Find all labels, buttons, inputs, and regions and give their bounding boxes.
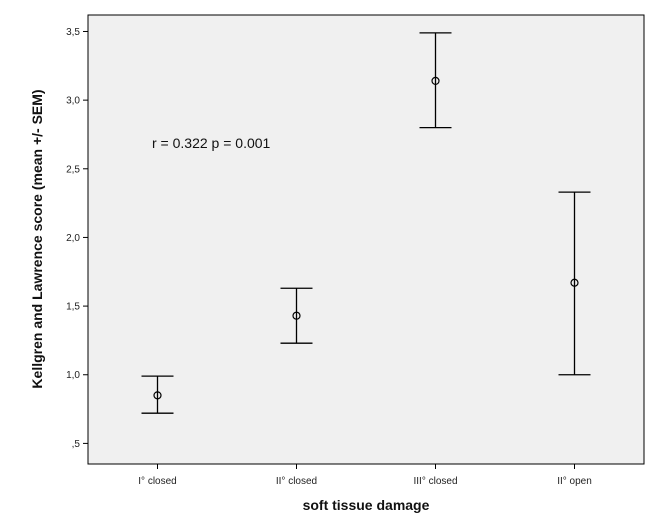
y-tick-label: 2,0 (66, 233, 80, 244)
y-axis-title: Kellgren and Lawrence score (mean +/- SE… (29, 89, 45, 388)
y-tick-label: 3,5 (66, 27, 80, 38)
y-axis: ,5 1,0 1,5 2,0 2,5 3,0 3,5 (66, 27, 88, 450)
annotation: r = 0.322 p = 0.001 (152, 135, 271, 151)
x-tick-label: II° closed (276, 476, 317, 487)
x-tick-label: I° closed (138, 476, 176, 487)
y-tick-label: 3,0 (66, 96, 80, 107)
plot-frame (87, 14, 645, 465)
series-marks (141, 32, 591, 414)
y-tick-label: ,5 (72, 439, 81, 450)
x-axis: I° closed II° closed III° closed II° open (138, 464, 592, 487)
mean-point (431, 76, 440, 86)
mean-point (153, 391, 162, 400)
x-tick-label: II° open (557, 476, 592, 487)
y-tick-label: 1,0 (66, 370, 80, 381)
plot-background (88, 15, 644, 464)
mean-point (570, 278, 579, 287)
x-axis-title: soft tissue damage (303, 497, 430, 513)
y-tick-label: 1,5 (66, 302, 80, 313)
x-tick-label: III° closed (413, 476, 457, 487)
y-tick-label: 2,5 (66, 164, 80, 175)
mean-point (292, 311, 301, 320)
